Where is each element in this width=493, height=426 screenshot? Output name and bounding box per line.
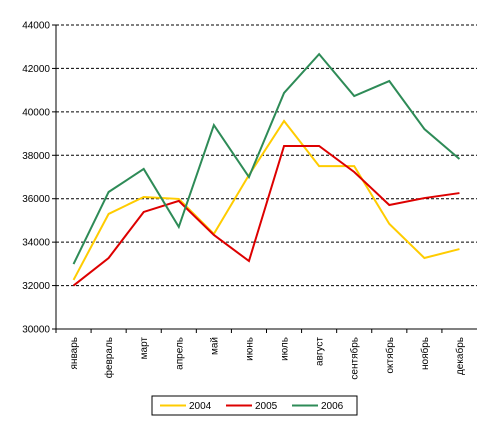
x-tick-label: январь bbox=[69, 337, 80, 369]
x-tick-label: февраль bbox=[103, 337, 115, 378]
y-tick-label: 30000 bbox=[22, 325, 50, 336]
x-tick-label: июнь bbox=[244, 337, 255, 361]
y-tick-label: 32000 bbox=[22, 281, 50, 292]
y-tick-label: 44000 bbox=[22, 21, 50, 32]
legend-label: 2006 bbox=[321, 401, 344, 412]
line-series bbox=[72, 119, 460, 281]
legend-label: 2005 bbox=[255, 401, 278, 412]
x-tick-label: июль bbox=[280, 337, 291, 361]
x-tick-label: декабрь bbox=[454, 337, 466, 375]
x-tick-label: август bbox=[315, 337, 326, 366]
y-tick-label: 40000 bbox=[22, 107, 50, 118]
legend-box bbox=[151, 395, 358, 416]
line-series bbox=[72, 144, 460, 287]
x-tick-label: сентябрь bbox=[349, 337, 361, 380]
x-tick-label: март bbox=[139, 337, 150, 360]
y-tick-label: 34000 bbox=[22, 238, 50, 249]
line-series bbox=[72, 52, 461, 265]
x-tick-label: апрель bbox=[174, 337, 185, 370]
y-tick-label: 36000 bbox=[22, 194, 50, 205]
y-tick-label: 38000 bbox=[22, 151, 50, 162]
x-tick-label: октябрь bbox=[384, 337, 396, 374]
x-tick-label: май bbox=[209, 337, 220, 355]
y-tick-label: 42000 bbox=[22, 64, 50, 75]
legend-label: 2004 bbox=[189, 401, 212, 412]
x-tick-label: ноябрь bbox=[419, 337, 431, 370]
